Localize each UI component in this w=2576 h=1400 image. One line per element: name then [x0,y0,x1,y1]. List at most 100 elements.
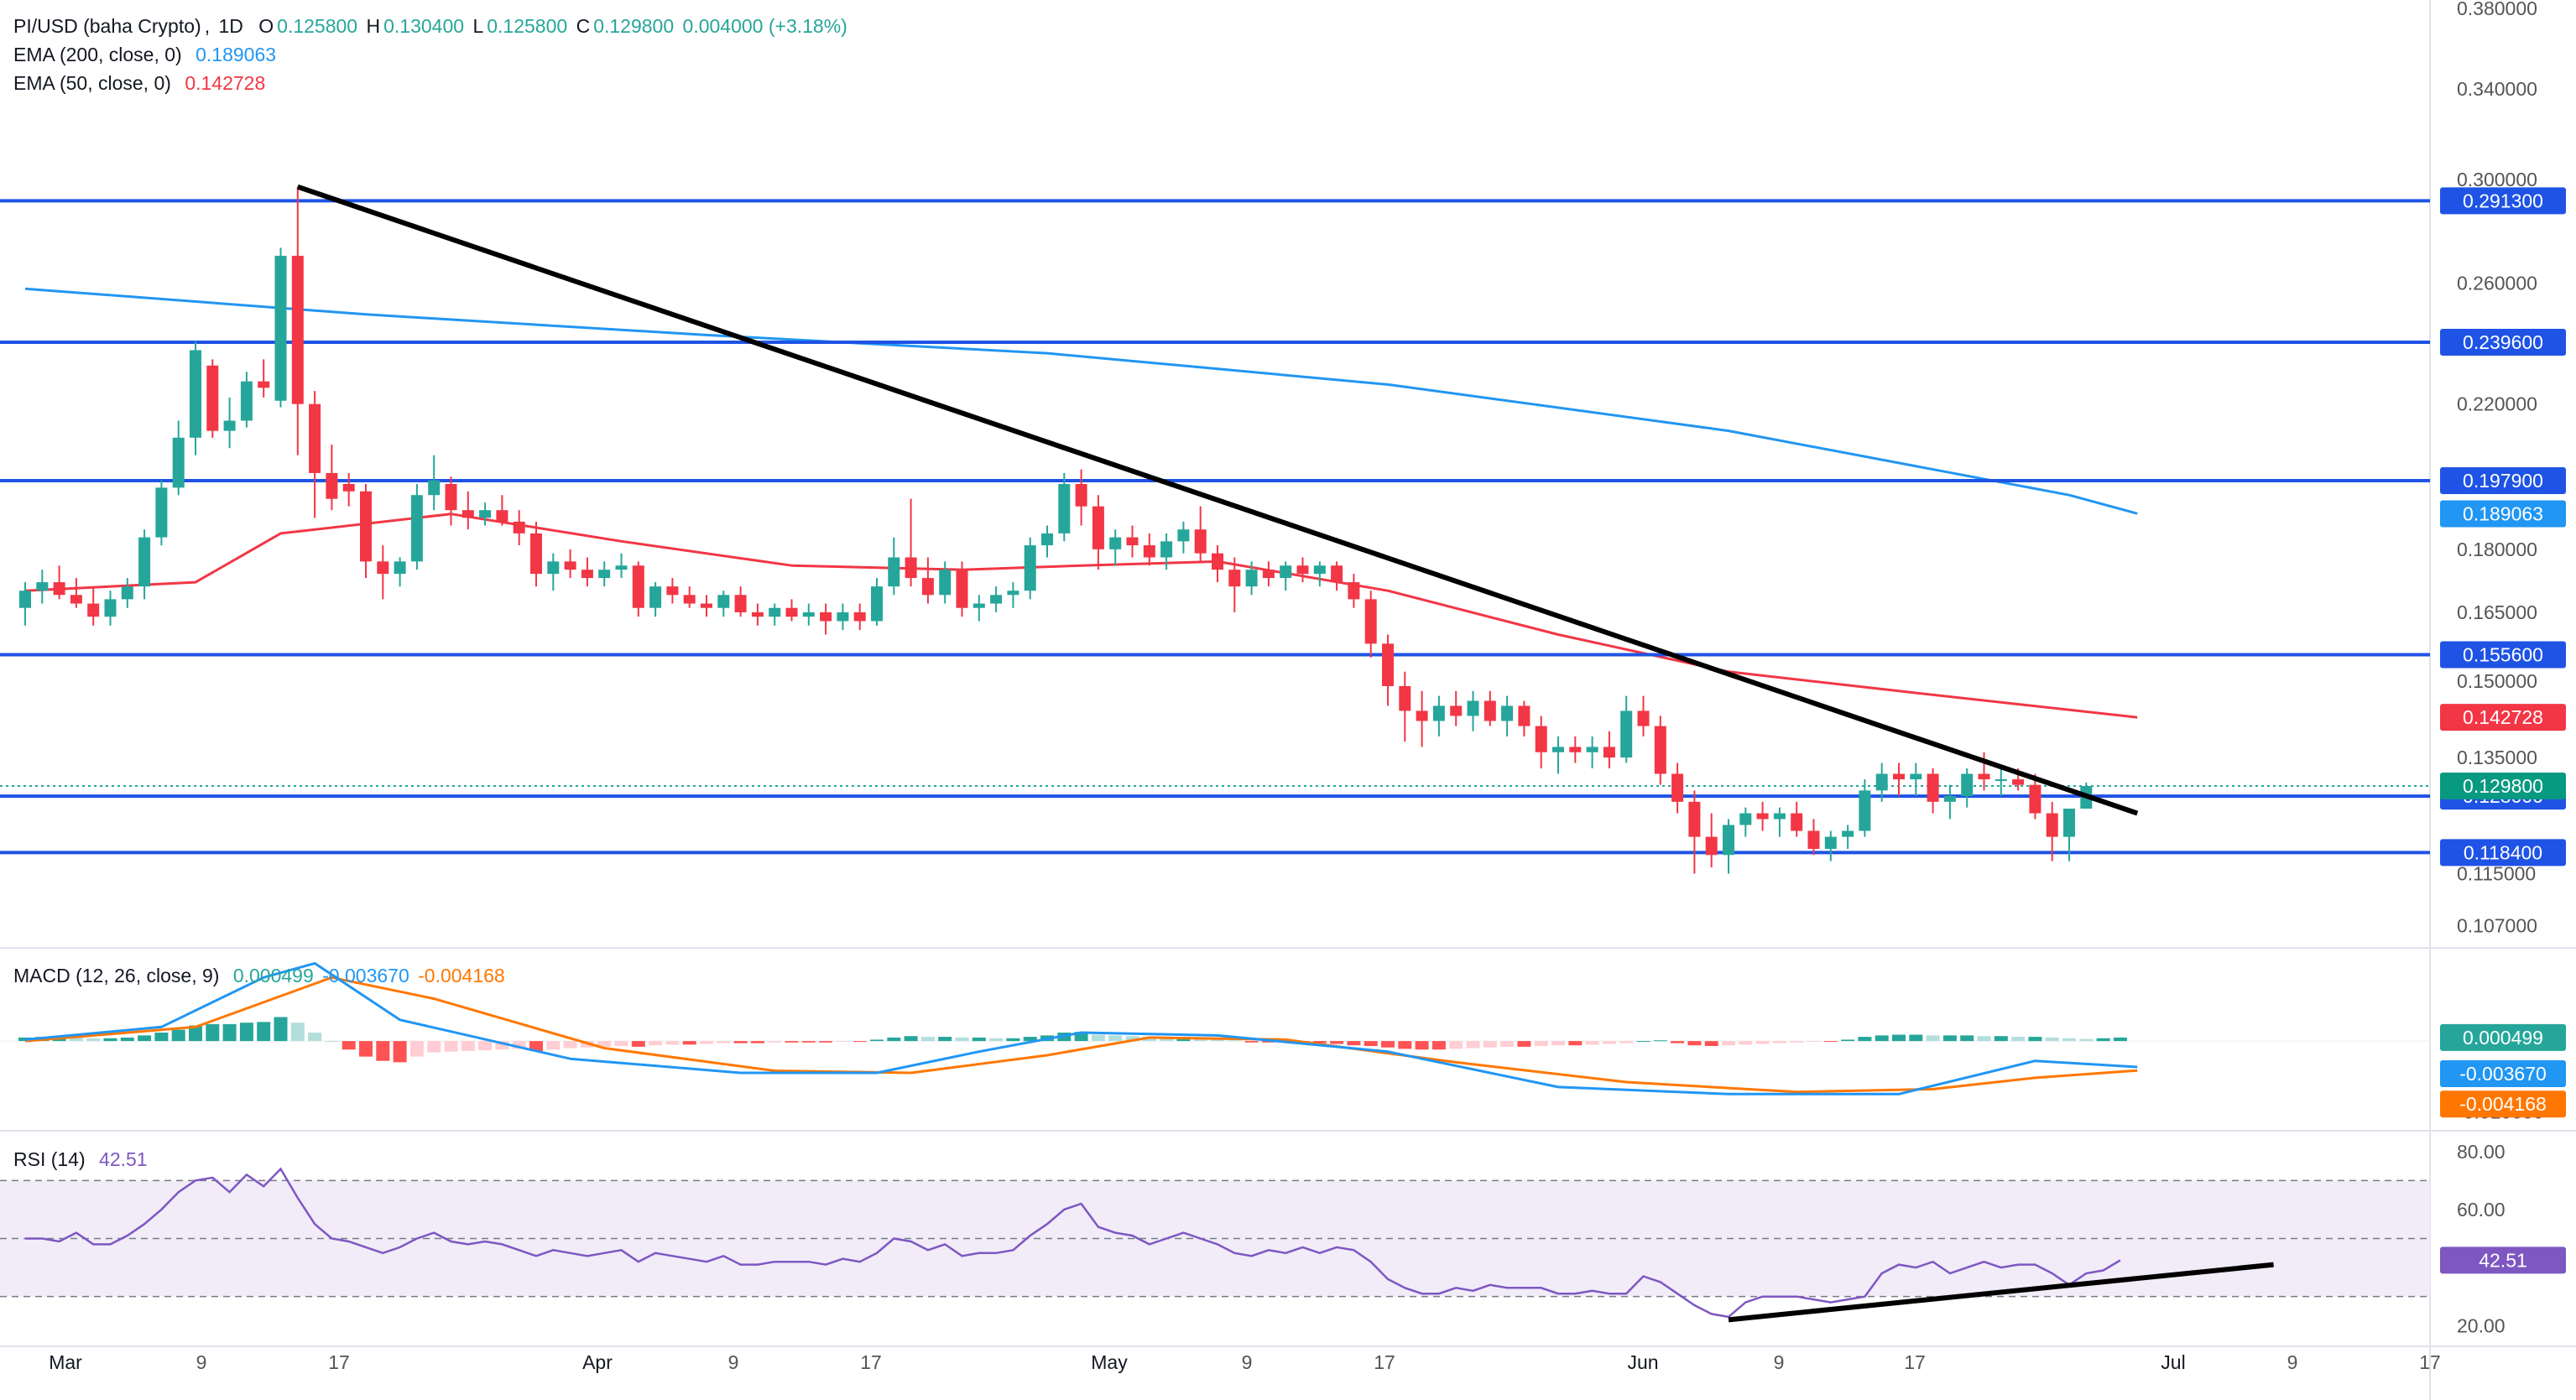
candle-body [1893,773,1905,780]
macd-histogram-bar [904,1036,918,1042]
candle-body [1978,773,1990,780]
macd-histogram-bar [1994,1036,2008,1042]
candle [581,557,593,587]
macd-histogram-bar [1074,1032,1088,1042]
candle [1280,561,1292,591]
low-label: L [472,15,484,37]
candle-body [394,561,406,575]
candle-body [360,491,372,562]
candle-body [1620,710,1633,758]
macd-histogram-bar [1790,1041,1804,1043]
macd-histogram-bar [444,1041,458,1052]
candle [513,510,525,546]
candle [121,578,133,608]
macd-histogram-bar [853,1041,867,1043]
candle [410,483,423,570]
rsi-legend[interactable]: RSI (14) 42.51 [13,1148,151,1171]
macd-histogram-bar [989,1038,1004,1042]
macd-histogram-bar [1551,1041,1565,1046]
price-tick-label: 0.107000 [2457,915,2537,937]
candle [921,557,934,604]
last-price-badge-bg [2440,773,2566,800]
macd-legend[interactable]: MACD (12, 26, close, 9) 0.000499 -0.0036… [13,965,508,987]
candle-body [326,472,338,499]
candle-body [785,607,798,617]
macd-histogram-bar [2113,1037,2127,1042]
rsi-uptrend-line [1728,1262,2274,1323]
candle [394,557,406,587]
ema50-label: EMA (50, close, 0) [13,72,171,94]
ema200-value: 0.189063 [196,44,277,65]
candle-body [1773,813,1786,820]
macd-histogram-bar [546,1041,561,1050]
macd-histogram-bar [1108,1035,1123,1042]
candle [428,455,441,511]
close-label: C [576,15,591,37]
candle-body [1450,705,1463,716]
macd-hist-badge-label: 0.000499 [2463,1027,2543,1049]
candle-body [1109,537,1122,549]
candle-body [2029,784,2042,814]
macd-histogram-bar [342,1041,356,1050]
candle-body [445,483,457,511]
ema50-price-badge-label: 0.142728 [2463,706,2543,728]
candle-body [19,591,31,608]
candle-body [291,255,304,404]
candle-body [956,570,968,608]
candle [206,359,219,438]
high-label: H [366,15,381,37]
candle [769,603,781,626]
ema200-price-badge: 0.189063 [2440,500,2566,528]
candle-body [1535,726,1547,752]
candle-body [274,255,287,401]
level-price-badge-label: 0.291300 [2463,190,2543,211]
macd-histogram-bar [1330,1041,1344,1044]
macd-histogram-bar [563,1041,577,1049]
macd-histogram-bar [597,1041,612,1047]
candle-body [1927,773,1939,802]
candle-body [309,403,321,473]
candle [1637,695,1650,736]
macd-histogram-bar [614,1041,628,1047]
candle [223,397,236,449]
macd-histogram-bar [649,1041,663,1046]
candle-body [342,483,355,492]
candle-body [513,521,525,533]
time-tick-label: 17 [2419,1351,2441,1373]
candle [1688,790,1701,874]
candle [360,483,372,579]
candle-body [1296,565,1309,575]
candle-body [36,582,49,591]
candle-body [1518,705,1530,726]
candle-body [1177,529,1190,542]
symbol-name[interactable]: PI/USD (baha Crypto) [13,15,201,37]
candle [1331,561,1343,591]
price-tick-label: 0.380000 [2457,0,2537,19]
macd-histogram-bar [461,1041,475,1051]
macd-signal-badge-label: -0.004168 [2459,1093,2547,1115]
candle [701,595,712,617]
macd-histogram-bar [1211,1038,1224,1042]
candle-body [496,510,508,522]
ema200-price-badge-label: 0.189063 [2463,502,2543,524]
macd-histogram-bar [1892,1034,1906,1042]
macd-histogram-bar [733,1041,748,1043]
macd-line-badge-bg [2440,1060,2566,1088]
interval-label[interactable]: 1D [218,15,243,37]
candle [1654,716,1666,785]
candle [1859,779,1871,837]
macd-histogram-bar [103,1038,117,1042]
open-value: 0.125800 [277,15,358,37]
candle-body [410,495,423,562]
close-value: 0.129800 [593,15,675,37]
macd-histogram-bar [717,1041,731,1043]
ema50-legend[interactable]: EMA (50, close, 0) 0.142728 [13,72,269,95]
ema200-legend[interactable]: EMA (200, close, 0) 0.189063 [13,44,279,66]
macd-histogram-bar [1449,1041,1463,1049]
level-price-badge: 0.155600 [2440,641,2566,669]
macd-histogram-bar [274,1017,288,1042]
candle-body [1194,529,1207,554]
candle [1007,582,1019,608]
time-tick-label: Mar [49,1351,82,1373]
candle-body [1416,710,1428,721]
